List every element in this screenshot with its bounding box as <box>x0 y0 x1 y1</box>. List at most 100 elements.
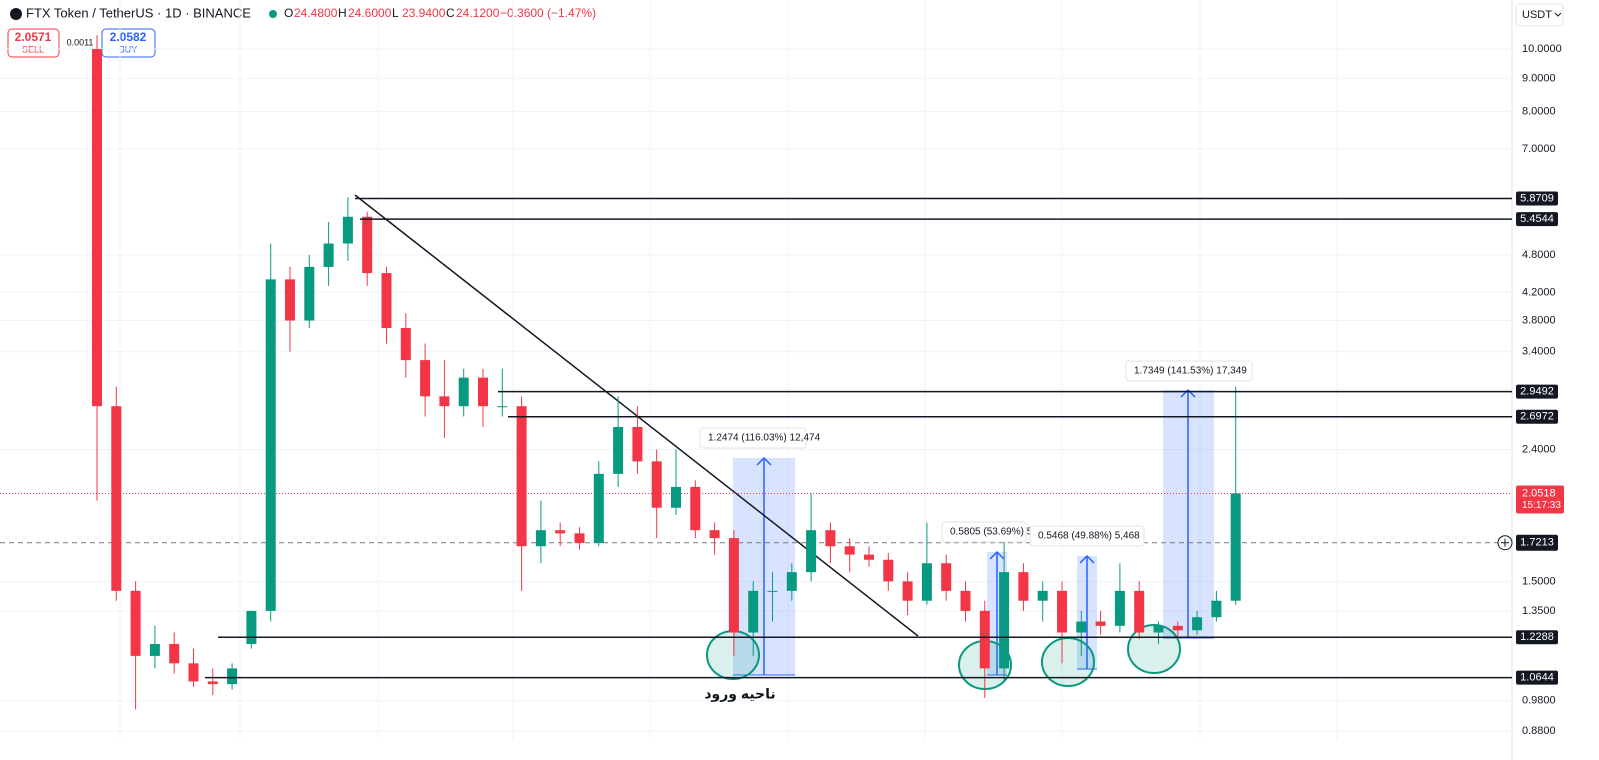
candle-body <box>864 554 874 560</box>
candle-body <box>439 396 450 407</box>
candle-body <box>844 546 855 555</box>
candle-body <box>883 559 894 582</box>
candle-body <box>497 406 508 408</box>
symbol[interactable]: FTX Token / TetherUS · 1D · BINANCE <box>26 5 251 20</box>
candle-body <box>825 530 836 547</box>
y-tick-label: 8.0000 <box>1522 106 1556 118</box>
change: −0.3600 (−1.47%) <box>500 6 596 20</box>
candle-body <box>555 530 566 534</box>
candle-body <box>362 216 373 274</box>
y-tick-label: 0.8800 <box>1522 725 1556 737</box>
entry-circle <box>1041 637 1095 687</box>
spread: 0.0011 <box>67 37 94 47</box>
candle-body <box>92 49 102 407</box>
candle-body <box>381 273 392 328</box>
level-label: 1.2288 <box>1520 631 1554 643</box>
candle-body <box>632 427 643 462</box>
candle-body <box>188 663 199 682</box>
candle-body <box>420 360 431 397</box>
ohlc-value: 24.1200 <box>456 6 500 20</box>
candle-body <box>478 377 488 407</box>
level-tag <box>1516 670 1558 685</box>
candle-body <box>1057 590 1067 633</box>
measure-label-box <box>941 521 1027 543</box>
candle-body <box>1172 625 1183 631</box>
candle-body <box>593 473 604 543</box>
level-label: 5.8709 <box>1520 192 1554 204</box>
y-tick-label: 0.9800 <box>1522 695 1556 707</box>
candle-body <box>651 461 662 508</box>
candle-body <box>999 572 1010 669</box>
level-label: 2.6972 <box>1520 411 1554 423</box>
measure-arrowhead <box>1079 554 1095 564</box>
candle-body <box>149 643 160 656</box>
measure-arrowhead <box>989 550 1005 560</box>
candle-body <box>400 327 411 361</box>
level-tag <box>1516 384 1558 399</box>
measure-arrowhead <box>1180 388 1196 398</box>
y-tick-label: 1.5000 <box>1522 575 1556 587</box>
candle-body <box>574 533 585 543</box>
candle-body <box>1076 621 1087 633</box>
measure-label-box <box>699 427 807 449</box>
ohlc-key: C <box>446 6 455 20</box>
measure-label-box <box>1125 360 1253 382</box>
candle-body <box>304 266 315 321</box>
candle-body <box>1114 590 1125 626</box>
candle-body <box>728 538 739 633</box>
level-tag <box>1516 212 1558 227</box>
level-tag <box>1516 630 1558 645</box>
level-tag <box>1516 409 1558 424</box>
candle-body <box>1095 621 1106 626</box>
ohlc: O 24.4800 H 24.6000 L 23.9400 C 24.1200 −0.3600 … <box>284 6 596 20</box>
ohlc-value: 23.9400 <box>402 6 446 20</box>
candle-body <box>709 530 720 539</box>
measure-label: 0.5805 (53.69%) 5, <box>950 527 1035 538</box>
y-tick-label: 1.3500 <box>1522 605 1556 617</box>
candle-body <box>767 590 778 592</box>
ohlc-key: L <box>392 6 399 20</box>
level-label: 5.4544 <box>1520 213 1554 225</box>
ohlc-key: O <box>284 6 293 20</box>
buy-button[interactable] <box>101 28 156 58</box>
sell-price: 2.0571 <box>15 30 52 44</box>
ohlc-key: H <box>338 6 347 20</box>
buy-price: 2.0582 <box>110 30 147 44</box>
candle-body <box>806 530 817 573</box>
candle-body <box>265 279 276 611</box>
entry-circle <box>706 630 760 680</box>
candle-body <box>786 572 797 591</box>
measure-label: 1.7349 (141.53%) 17,349 <box>1134 366 1247 377</box>
trendline <box>354 194 919 637</box>
currency: USDT <box>1522 9 1552 21</box>
y-tick-label: 2.4000 <box>1522 443 1556 455</box>
measure-arrowhead <box>756 456 772 466</box>
crosshair-tag <box>1516 534 1558 551</box>
candle-body <box>458 377 469 407</box>
candle-body <box>1134 590 1145 633</box>
candle-body <box>169 643 180 664</box>
measure-label-box <box>1029 525 1145 547</box>
chevron <box>1554 12 1562 17</box>
candle-body <box>979 610 990 669</box>
candle-body <box>921 563 932 601</box>
y-tick-label: 9.0000 <box>1522 72 1556 84</box>
measure-label: 1.2474 (116.03%) 12,474 <box>708 433 821 444</box>
sell-button[interactable] <box>7 28 60 58</box>
ohlc-value: 24.6000 <box>348 6 392 20</box>
candle-body <box>960 590 971 611</box>
measure-label: 0.5468 (49.88%) 5,468 <box>1038 531 1140 542</box>
ohlc-value: 24.4800 <box>294 6 338 20</box>
y-tick-label: 4.2000 <box>1522 286 1556 298</box>
price-tag <box>1516 485 1564 514</box>
candle-body <box>516 406 527 547</box>
candle-body <box>613 427 624 474</box>
candle-body <box>111 406 122 591</box>
candle-body <box>902 581 913 601</box>
candle-body <box>342 216 353 244</box>
symbol-logo <box>10 8 22 20</box>
level-label: 1.0644 <box>1520 672 1554 684</box>
currency-dropdown[interactable] <box>1515 3 1564 27</box>
candle-body <box>1211 600 1222 618</box>
